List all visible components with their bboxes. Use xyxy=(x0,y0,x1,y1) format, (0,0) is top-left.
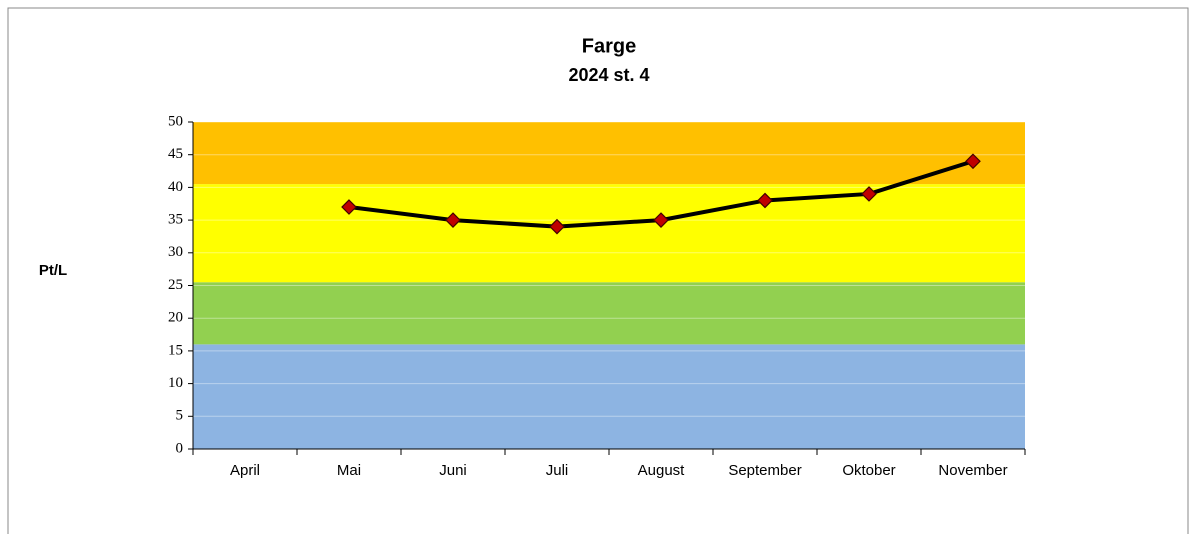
y-tick-label: 15 xyxy=(168,342,183,358)
marker xyxy=(341,199,357,215)
chart-title: Farge xyxy=(582,35,636,57)
marker xyxy=(653,212,669,228)
y-tick-label: 45 xyxy=(168,146,183,162)
y-axis-label: Pt/L xyxy=(39,262,67,279)
x-tick-label: Oktober xyxy=(842,462,895,479)
background-band xyxy=(193,344,1025,449)
background-band xyxy=(193,282,1025,345)
y-tick-label: 5 xyxy=(176,408,184,424)
x-tick-label: August xyxy=(638,462,686,479)
marker xyxy=(861,186,877,202)
y-tick-label: 25 xyxy=(168,277,183,293)
frame xyxy=(7,7,1189,534)
y-tick-label: 30 xyxy=(168,244,183,260)
y-tick-label: 35 xyxy=(168,212,183,228)
marker xyxy=(445,212,461,228)
y-tick-label: 20 xyxy=(168,310,183,326)
x-tick-label: Juni xyxy=(439,462,467,479)
x-tick-label: November xyxy=(938,462,1007,479)
y-tick-label: 0 xyxy=(176,440,184,456)
x-tick-label: Juli xyxy=(546,462,569,479)
y-tick-label: 50 xyxy=(168,113,183,129)
marker xyxy=(965,153,981,170)
x-tick-label: Mai xyxy=(337,462,361,479)
y-tick-label: 10 xyxy=(168,375,183,391)
x-tick-label: April xyxy=(230,462,260,479)
chart-subtitle: 2024 st. 4 xyxy=(568,65,649,85)
x-tick-label: September xyxy=(728,462,801,479)
background-band xyxy=(193,184,1025,283)
y-tick-label: 40 xyxy=(168,179,183,195)
background-band xyxy=(193,122,1025,185)
marker xyxy=(549,218,565,235)
marker xyxy=(757,192,773,209)
